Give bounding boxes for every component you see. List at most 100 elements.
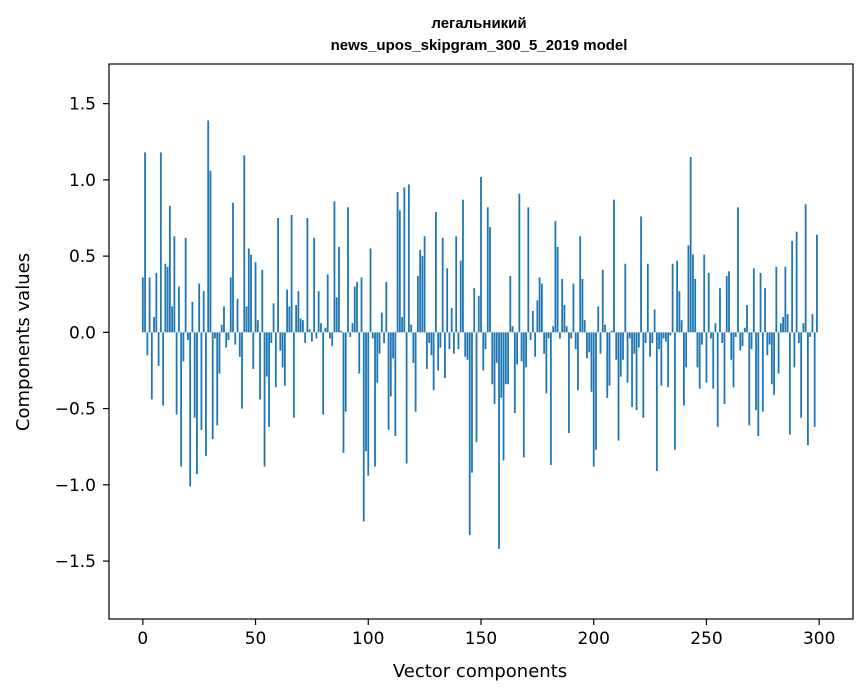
bar-246 [696,332,699,368]
bar-20 [187,332,189,340]
bar-59 [274,332,277,388]
bar-188 [565,326,568,333]
bar-100 [367,332,370,476]
bar-34 [218,332,221,374]
bar-242 [687,245,690,333]
bar-282 [777,332,780,374]
bar-162 [507,332,509,385]
bar-187 [563,304,566,333]
bar-289 [793,332,796,368]
bar-1 [144,152,146,333]
bar-97 [360,277,363,333]
bar-225 [649,332,651,357]
bar-215 [626,332,629,383]
bar-250 [705,332,708,383]
bar-182 [552,326,555,333]
bar-227 [653,309,656,333]
bar-157 [495,332,498,363]
bar-292 [800,332,803,418]
bar-161 [504,332,507,385]
bar-223 [644,332,647,344]
bar-255 [716,332,719,427]
bar-41 [234,332,237,345]
bar-207 [608,332,611,386]
bar-291 [797,332,800,344]
bar-228 [655,332,658,472]
bar-94 [353,286,356,333]
bar-191 [572,283,575,333]
bar-244 [692,254,694,333]
bar-12 [168,205,171,333]
bar-117 [405,332,408,464]
bar-50 [254,262,257,333]
bar-55 [265,332,268,377]
bar-32 [214,332,216,339]
bar-33 [216,332,219,426]
bar-272 [755,332,757,411]
bar-46 [245,306,248,333]
bar-101 [369,248,372,333]
bar-174 [534,332,537,357]
bar-7 [157,332,160,366]
bar-153 [486,207,489,333]
bar-298 [813,332,816,427]
bar-18 [182,332,185,362]
bar-113 [396,192,399,333]
bar-164 [511,326,514,333]
bar-224 [646,263,649,333]
bar-154 [489,227,491,333]
y-tick-label: 1.5 [69,95,96,115]
bar-276 [764,288,766,333]
bar-131 [437,332,440,371]
bar-241 [685,332,688,368]
bar-14 [173,236,176,333]
bar-149 [477,295,480,333]
chart-subtitle: news_upos_skipgram_300_5_2019 model [331,37,628,54]
x-tick-label: 250 [690,629,722,649]
y-tick-label: 0.5 [69,247,96,267]
bar-84 [331,332,334,347]
bar-64 [286,289,289,333]
bar-235 [671,263,674,333]
bar-71 [301,320,304,333]
bar-299 [816,234,818,333]
bar-257 [721,332,724,344]
bar-236 [673,332,676,450]
bar-51 [256,320,259,333]
bar-2 [146,332,149,356]
bar-137 [450,307,453,333]
bar-178 [543,332,546,354]
bar-140 [457,332,460,350]
bar-288 [791,240,794,333]
bar-116 [403,187,406,333]
bar-36 [223,306,225,333]
bar-251 [707,272,710,333]
bar-256 [719,288,721,333]
bar-196 [583,320,586,333]
bar-150 [480,176,482,333]
x-tick-label: 0 [137,629,148,649]
bar-87 [338,246,340,333]
bar-280 [773,332,775,395]
bar-72 [304,332,307,344]
bar-39 [229,277,232,333]
bar-208 [610,330,613,333]
bar-135 [446,268,449,333]
bar-211 [617,332,620,441]
bar-29 [207,120,210,333]
bar-163 [509,275,512,333]
bar-264 [737,207,739,333]
bar-23 [193,332,196,418]
bar-269 [748,332,751,426]
bar-184 [556,246,559,333]
bar-92 [349,332,352,337]
bar-205 [604,324,606,333]
bar-120 [412,332,415,363]
bar-263 [734,332,737,337]
bar-142 [462,199,464,333]
bar-274 [759,272,762,333]
bar-234 [669,332,672,336]
bar-217 [631,332,633,408]
bar-78 [317,291,320,333]
bar-73 [306,218,309,333]
